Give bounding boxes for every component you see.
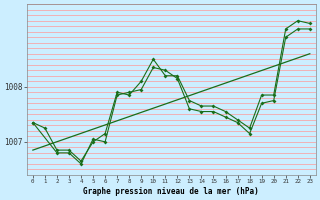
X-axis label: Graphe pression niveau de la mer (hPa): Graphe pression niveau de la mer (hPa) [84, 187, 259, 196]
